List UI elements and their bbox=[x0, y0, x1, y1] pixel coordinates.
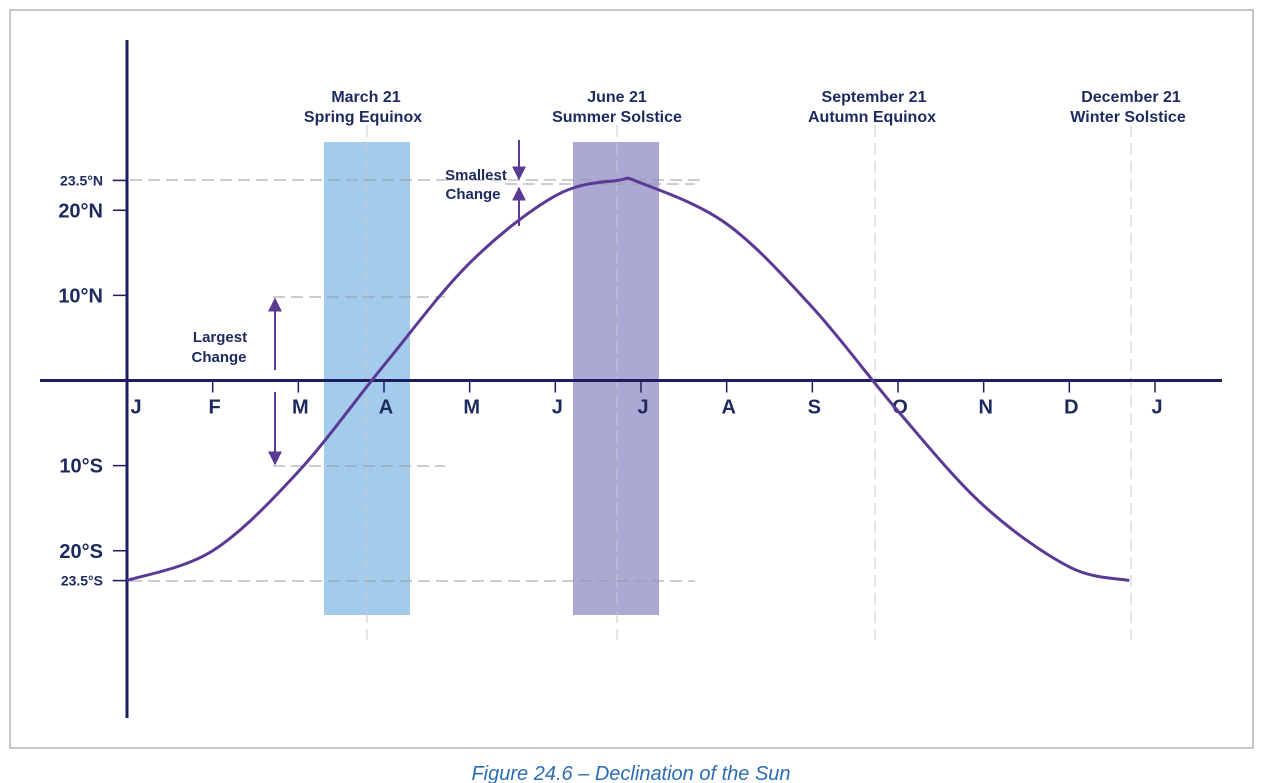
y-tick-label: 23.5°N bbox=[60, 172, 103, 188]
x-tick-label: D bbox=[1064, 397, 1078, 419]
x-tick-label: M bbox=[463, 397, 480, 419]
x-tick-label: J bbox=[552, 397, 563, 419]
declination-curve bbox=[126, 176, 1130, 583]
annotation-event: Autumn Equinox bbox=[808, 109, 936, 126]
y-tick-label: 20°N bbox=[58, 200, 103, 222]
annotation-event: Winter Solstice bbox=[1070, 109, 1186, 126]
y-tick-label: 10°S bbox=[59, 456, 103, 478]
x-tick-label: J bbox=[1151, 397, 1162, 419]
annotation-date: September 21 bbox=[822, 89, 927, 106]
x-tick-label: J bbox=[637, 397, 648, 419]
caption: Figure 24.6 – Declination of the Sun bbox=[471, 763, 790, 783]
x-tick-label: A bbox=[721, 397, 735, 419]
smallest-change-label: Smallest bbox=[445, 167, 507, 184]
x-tick-label: J bbox=[130, 397, 141, 419]
solstice-band bbox=[573, 142, 659, 615]
x-tick-label: O bbox=[892, 397, 908, 419]
y-tick-label: 20°S bbox=[59, 541, 103, 563]
x-tick-label: M bbox=[292, 397, 309, 419]
smallest-change-label: Change bbox=[445, 186, 500, 203]
annotation-event: Summer Solstice bbox=[552, 109, 682, 126]
annotation-date: June 21 bbox=[587, 89, 647, 106]
x-tick-label: N bbox=[978, 397, 992, 419]
y-tick-label: 10°N bbox=[58, 285, 103, 307]
y-tick-label: 23.5°S bbox=[61, 573, 103, 589]
x-tick-label: A bbox=[379, 397, 393, 419]
annotation-date: March 21 bbox=[331, 89, 400, 106]
x-tick-label: F bbox=[209, 397, 221, 419]
largest-change-label: Largest bbox=[193, 329, 247, 346]
annotation-date: December 21 bbox=[1081, 89, 1181, 106]
annotation-event: Spring Equinox bbox=[304, 109, 422, 126]
largest-change-label: Change bbox=[191, 349, 246, 366]
x-tick-label: S bbox=[808, 397, 821, 419]
